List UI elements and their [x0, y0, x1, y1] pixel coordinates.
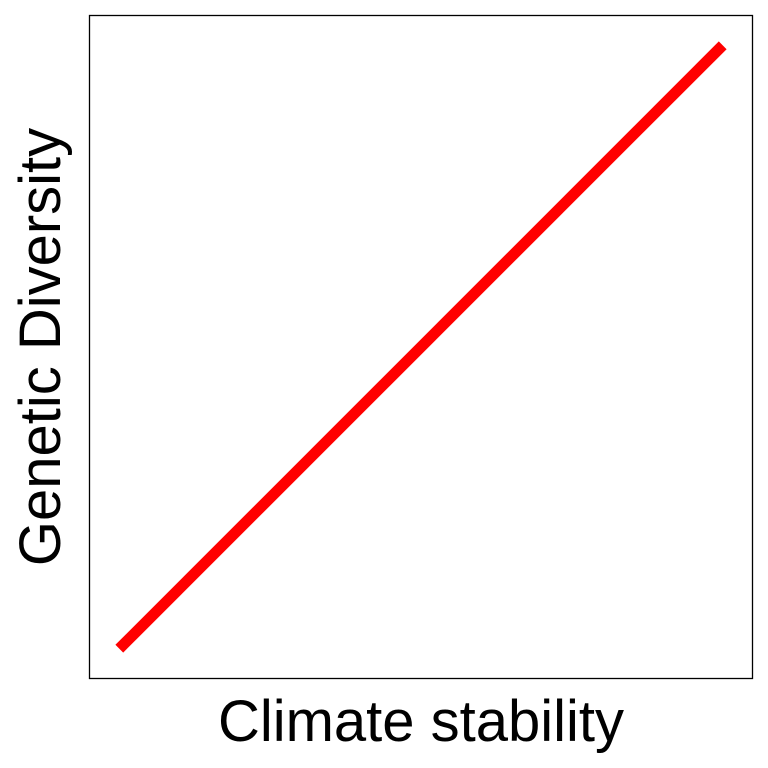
series-layer: [115, 41, 727, 653]
x-axis-title: Climate stability: [218, 689, 624, 754]
plot-frame: [88, 14, 754, 680]
y-axis-title: Genetic Diversity: [8, 128, 73, 566]
series-line-0: [115, 41, 727, 653]
